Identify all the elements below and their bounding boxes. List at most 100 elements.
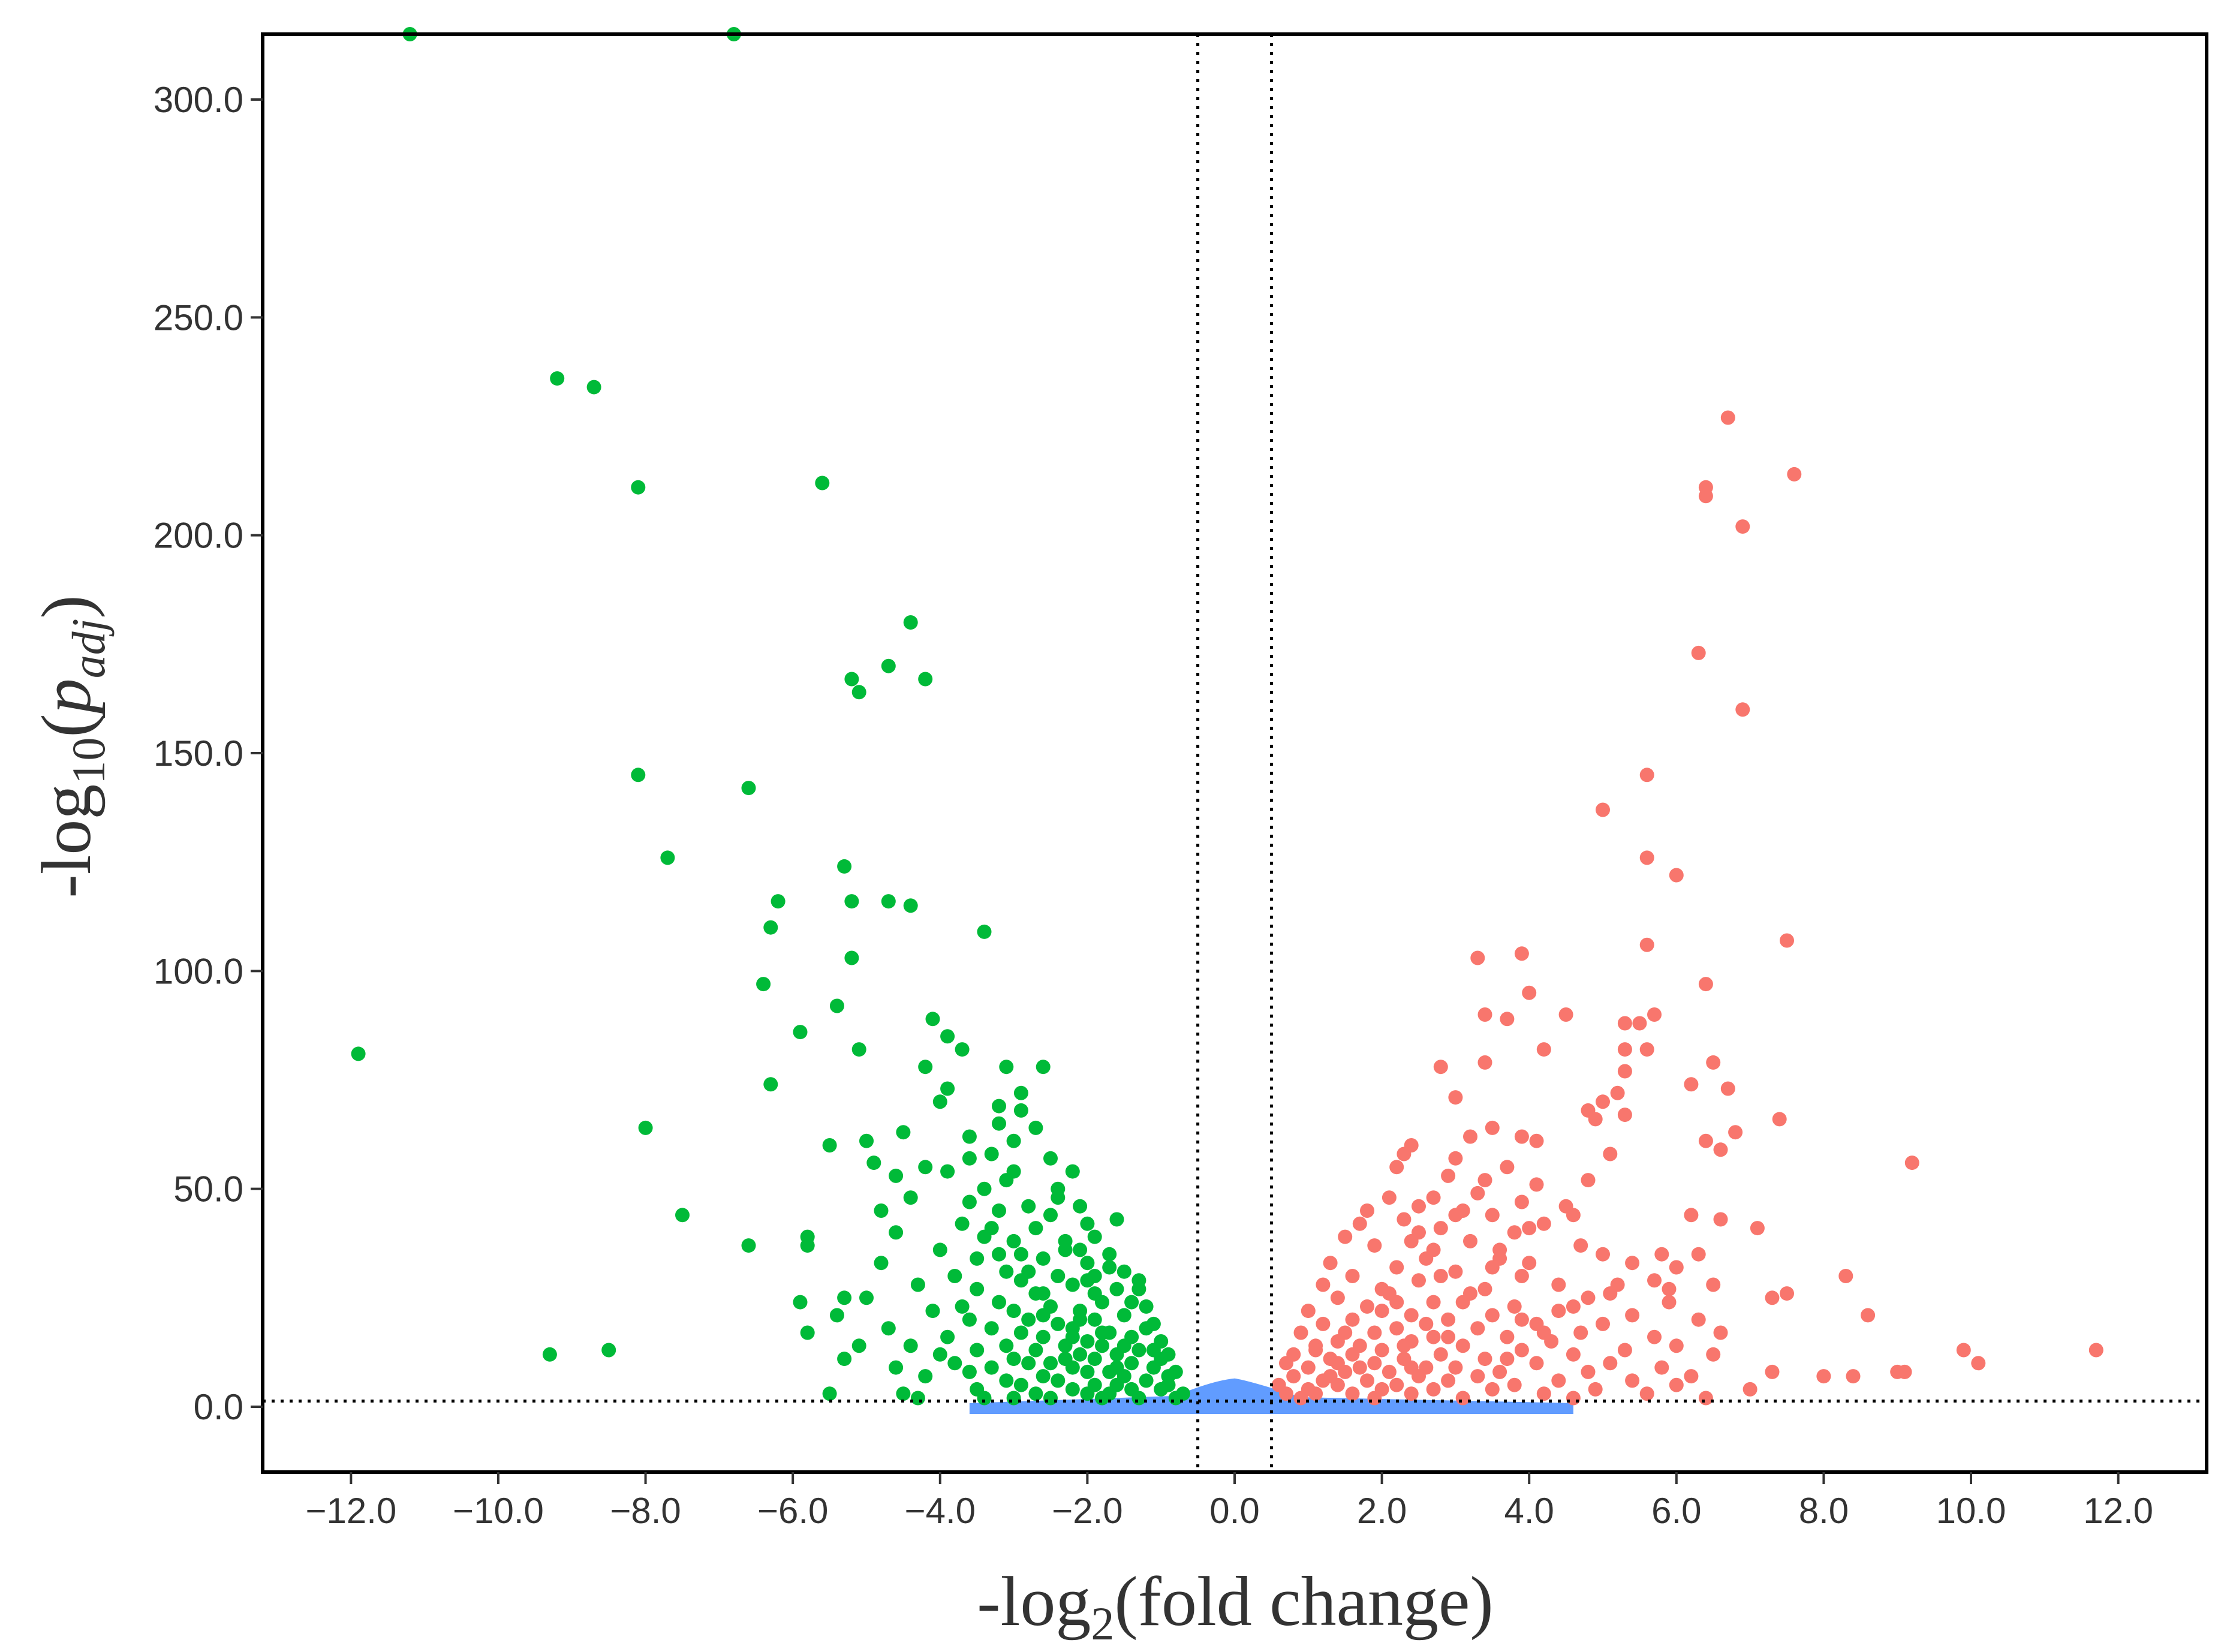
down-point [793, 1295, 808, 1310]
up-point [1639, 937, 1654, 952]
y-axis-title-open: ( [27, 714, 106, 737]
down-point [829, 1308, 844, 1323]
up-point [1323, 1256, 1338, 1271]
up-point [1625, 1308, 1640, 1323]
down-point [940, 1081, 955, 1096]
down-point [1139, 1321, 1154, 1336]
up-point [1301, 1304, 1316, 1319]
up-point [1780, 933, 1794, 948]
up-point [1617, 1016, 1632, 1031]
down-point [925, 1012, 940, 1027]
up-point [1301, 1360, 1316, 1375]
up-point [1492, 1242, 1507, 1257]
down-point [1013, 1377, 1028, 1392]
up-point [1374, 1382, 1389, 1397]
down-point [660, 850, 675, 865]
down-point [851, 1042, 866, 1057]
up-point [1374, 1343, 1389, 1358]
down-point [1065, 1382, 1080, 1397]
up-point [1625, 1373, 1640, 1388]
x-axis-title-base: 2 [1091, 1597, 1114, 1650]
up-point [1536, 1325, 1551, 1340]
down-point [1043, 1151, 1058, 1166]
up-point [1566, 1299, 1581, 1314]
down-point [1051, 1316, 1066, 1331]
x-tick-label: 4.0 [1504, 1491, 1554, 1531]
up-point [1514, 1269, 1529, 1283]
down-point [1080, 1273, 1095, 1288]
up-point [1500, 1329, 1515, 1344]
down-point [910, 1391, 925, 1406]
up-point [1441, 1329, 1456, 1344]
down-point [1095, 1391, 1109, 1406]
down-point [955, 1299, 970, 1314]
down-point [844, 672, 859, 687]
up-point [1551, 1373, 1566, 1388]
y-axis-title-base: 10 [62, 738, 115, 784]
down-point [1013, 1247, 1028, 1262]
up-point [1433, 1060, 1448, 1075]
up-point [1463, 1286, 1477, 1301]
up-point [1463, 1233, 1477, 1248]
up-point [1581, 1173, 1596, 1188]
down-point [1065, 1277, 1080, 1292]
x-tick-label: −12.0 [305, 1491, 396, 1531]
down-point [1116, 1308, 1131, 1323]
up-point [1558, 1007, 1573, 1022]
up-point [1485, 1308, 1500, 1323]
down-point [586, 380, 601, 395]
down-point [800, 1325, 815, 1340]
up-point [1412, 1199, 1426, 1214]
up-point [1279, 1356, 1293, 1371]
up-point [1713, 1142, 1728, 1157]
down-point [1168, 1391, 1183, 1406]
up-point [1596, 1247, 1610, 1262]
x-tick-label: −10.0 [453, 1491, 544, 1531]
up-point [1500, 1352, 1515, 1367]
up-point [1286, 1369, 1301, 1384]
down-point [947, 1269, 962, 1283]
up-point [1367, 1238, 1382, 1253]
down-point [1006, 1391, 1021, 1406]
up-point [1890, 1364, 1905, 1379]
down-point [940, 1029, 955, 1044]
down-point [962, 1194, 977, 1209]
down-point [881, 658, 896, 673]
up-point [1566, 1391, 1581, 1406]
down-point [1131, 1391, 1146, 1406]
up-point [1684, 1369, 1699, 1384]
down-point [763, 1077, 778, 1092]
up-point [1404, 1308, 1419, 1323]
down-point [889, 1225, 904, 1240]
up-point [1338, 1229, 1353, 1244]
down-point [815, 476, 830, 491]
up-point [1610, 1085, 1625, 1100]
down-point [984, 1360, 999, 1375]
up-point [1330, 1290, 1345, 1305]
up-points [1271, 410, 2103, 1406]
down-point [763, 920, 778, 935]
up-point [1838, 1269, 1853, 1283]
up-point [1352, 1360, 1367, 1375]
down-point [1087, 1352, 1102, 1367]
y-axis-title-p: p [27, 678, 106, 718]
up-point [1522, 1256, 1537, 1271]
y-tick-label: 150.0 [154, 733, 243, 774]
down-point [1036, 1060, 1051, 1075]
down-point [542, 1347, 557, 1362]
up-point [1551, 1277, 1566, 1292]
up-point [1713, 1325, 1728, 1340]
up-point [1477, 1352, 1492, 1367]
down-point [866, 1156, 881, 1170]
up-point [1308, 1386, 1323, 1401]
up-point [1632, 1016, 1647, 1031]
down-point [1036, 1251, 1051, 1266]
down-point [918, 672, 933, 687]
up-point [1603, 1147, 1618, 1161]
up-point [1610, 1277, 1625, 1292]
down-point [1028, 1120, 1043, 1135]
up-point [1669, 1260, 1684, 1275]
up-point [1639, 1042, 1654, 1057]
down-point [1109, 1360, 1124, 1375]
down-point [940, 1329, 955, 1344]
